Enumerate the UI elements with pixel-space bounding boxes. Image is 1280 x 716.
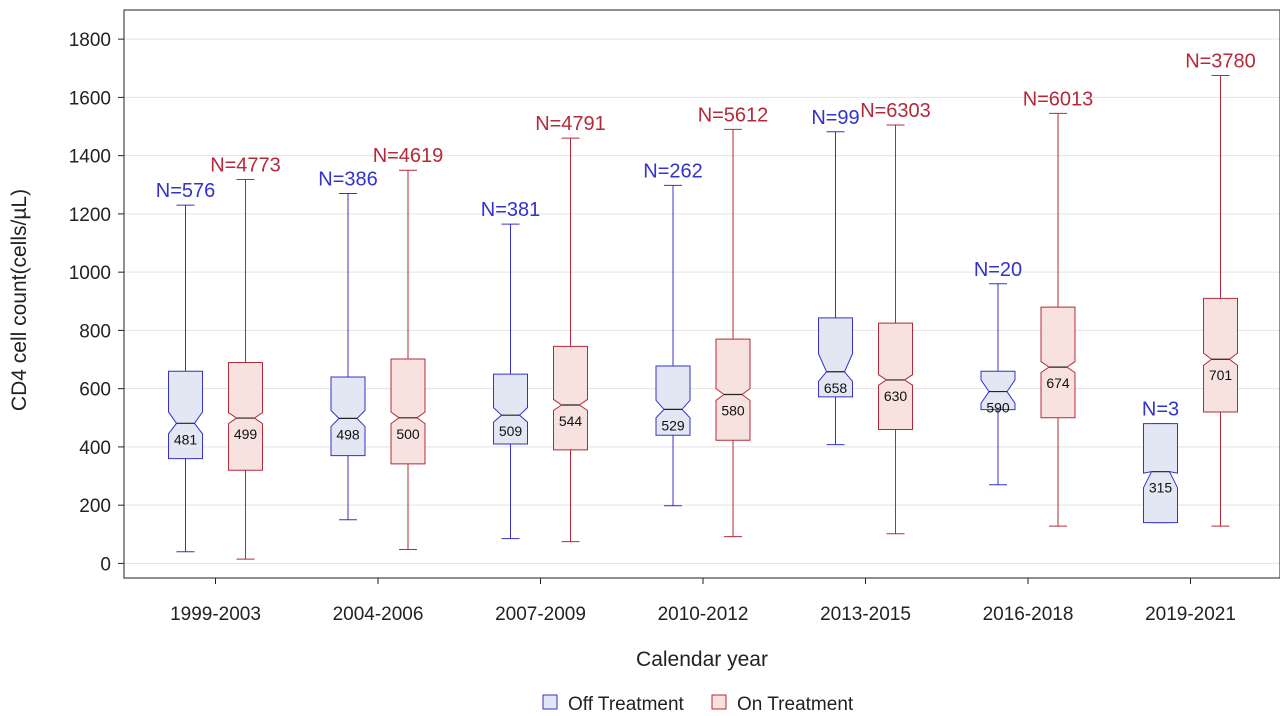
y-tick-label: 0 — [100, 554, 111, 575]
box-off-treatment: 315 N=3 — [1142, 399, 1179, 524]
x-tick-label: 1999-2003 — [170, 604, 261, 625]
x-tick-label: 2013-2015 — [820, 604, 911, 625]
n-label: N=99 — [811, 107, 859, 129]
n-label: N=3780 — [1185, 51, 1256, 73]
n-label: N=4773 — [210, 155, 281, 177]
x-tick-label: 2019-2021 — [1145, 604, 1236, 625]
median-label: 500 — [396, 426, 420, 442]
n-label: N=5612 — [698, 104, 769, 126]
notched-box — [818, 317, 853, 398]
box-off-treatment: 658 N=99 — [811, 107, 860, 446]
box-off-treatment: 498 N=386 — [318, 169, 378, 521]
box-layer: 481 N=576 498 N=386 509 N=381 529 N=262 658 N=99 5… — [156, 51, 1256, 560]
box-on-treatment: 544 N=4791 — [535, 113, 606, 543]
notched-box — [1203, 297, 1238, 413]
notched-box — [878, 322, 913, 430]
y-tick-label: 200 — [79, 496, 111, 517]
box-on-treatment: 580 N=5612 — [698, 104, 769, 538]
y-tick-label: 1200 — [69, 205, 111, 226]
box-on-treatment: 499 N=4773 — [210, 155, 281, 560]
median-label: 658 — [824, 380, 848, 396]
legend-swatch — [542, 694, 558, 710]
box-off-treatment: 590 N=20 — [974, 259, 1022, 486]
box-on-treatment: 630 N=6303 — [860, 100, 931, 535]
x-tick-label: 2016-2018 — [983, 604, 1074, 625]
notched-box — [493, 373, 528, 445]
legend-item-off-treatment: Off Treatment — [542, 694, 685, 715]
n-label: N=20 — [974, 259, 1022, 281]
box-off-treatment: 481 N=576 — [156, 180, 216, 553]
x-tick-label: 2007-2009 — [495, 604, 586, 625]
median-label: 674 — [1046, 375, 1070, 391]
median-label: 499 — [234, 426, 258, 442]
x-axis-title: Calendar year — [636, 648, 768, 671]
notched-box — [553, 345, 588, 451]
legend-item-on-treatment: On Treatment — [711, 694, 854, 715]
median-label: 509 — [499, 423, 523, 439]
y-tick-label: 1000 — [69, 263, 111, 284]
notched-box — [330, 376, 366, 457]
box-off-treatment: 529 N=262 — [643, 160, 703, 507]
legend-swatch — [711, 694, 727, 710]
n-label: N=262 — [643, 160, 703, 182]
legend-label: On Treatment — [737, 694, 854, 715]
notched-box — [655, 365, 691, 436]
x-tick-label: 2010-2012 — [658, 604, 749, 625]
notched-box — [1040, 306, 1076, 419]
y-tick-label: 600 — [79, 380, 111, 401]
median-label: 701 — [1209, 367, 1233, 383]
n-label: N=3 — [1142, 399, 1179, 421]
box-on-treatment: 674 N=6013 — [1023, 88, 1094, 527]
y-tick-label: 1600 — [69, 88, 111, 109]
n-label: N=381 — [481, 199, 541, 221]
box-off-treatment: 509 N=381 — [481, 199, 541, 540]
y-tick-label: 1800 — [69, 30, 111, 51]
box-on-treatment: 701 N=3780 — [1185, 51, 1256, 527]
median-label: 498 — [336, 426, 360, 442]
n-label: N=4791 — [535, 113, 606, 135]
y-tick-label: 1400 — [69, 147, 111, 168]
median-label: 544 — [559, 413, 583, 429]
median-label: 590 — [986, 400, 1010, 416]
n-label: N=6013 — [1023, 88, 1094, 110]
n-label: N=6303 — [860, 100, 931, 122]
x-tick-label: 2004-2006 — [333, 604, 424, 625]
notched-box — [715, 338, 751, 441]
legend: Off Treatment On Treatment — [542, 694, 854, 715]
notched-box — [1143, 423, 1178, 524]
notched-box — [228, 361, 263, 471]
box-on-treatment: 500 N=4619 — [373, 145, 444, 550]
grid-layer — [124, 38, 1280, 564]
plot-frame — [123, 9, 1280, 579]
notched-box — [980, 370, 1016, 411]
n-label: N=576 — [156, 180, 216, 202]
axis-layer: 0 200 400 600 800 1000 1200 1400 1600 1800 1999-20… — [69, 30, 1236, 625]
n-label: N=386 — [318, 169, 378, 191]
n-label: N=4619 — [373, 145, 444, 167]
median-label: 481 — [174, 431, 198, 447]
y-axis-title: CD4 cell count(cells/µL) — [8, 189, 31, 411]
median-label: 315 — [1149, 480, 1173, 496]
notched-box — [168, 370, 203, 460]
y-tick-label: 800 — [79, 321, 111, 342]
y-tick-label: 400 — [79, 438, 111, 459]
legend-label: Off Treatment — [568, 694, 685, 715]
notched-box — [390, 358, 426, 465]
median-label: 580 — [721, 402, 745, 418]
median-label: 630 — [884, 388, 908, 404]
median-label: 529 — [661, 417, 685, 433]
